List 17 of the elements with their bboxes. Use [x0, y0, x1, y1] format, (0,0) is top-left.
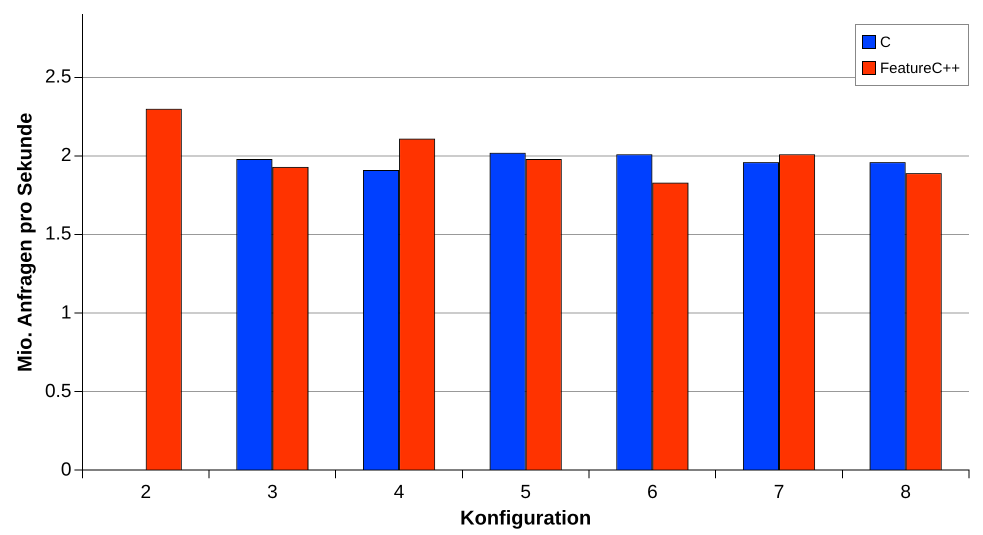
legend-label: C	[880, 34, 891, 51]
y-tick-label: 0	[60, 459, 72, 480]
x-tick-label: 4	[394, 482, 405, 503]
x-tick-label: 5	[520, 482, 531, 503]
y-tick-label: 2	[60, 145, 72, 166]
y-tick-label: 2.5	[44, 66, 72, 88]
y-tick-label: 1.5	[44, 224, 72, 245]
x-tick-label: 7	[774, 482, 784, 503]
x-tick-label: 3	[267, 482, 278, 503]
legend-label: FeatureC++	[880, 60, 960, 77]
y-tick-label: 0.5	[44, 380, 72, 402]
x-tick-label: 2	[140, 482, 152, 503]
y-axis-title: Mio. Anfragen pro Sekunde	[14, 112, 37, 372]
x-axis-title: Konfiguration	[460, 508, 592, 530]
x-tick-label: 6	[647, 482, 658, 503]
x-tick-label: 8	[900, 482, 911, 503]
y-tick-label: 1	[60, 302, 72, 324]
